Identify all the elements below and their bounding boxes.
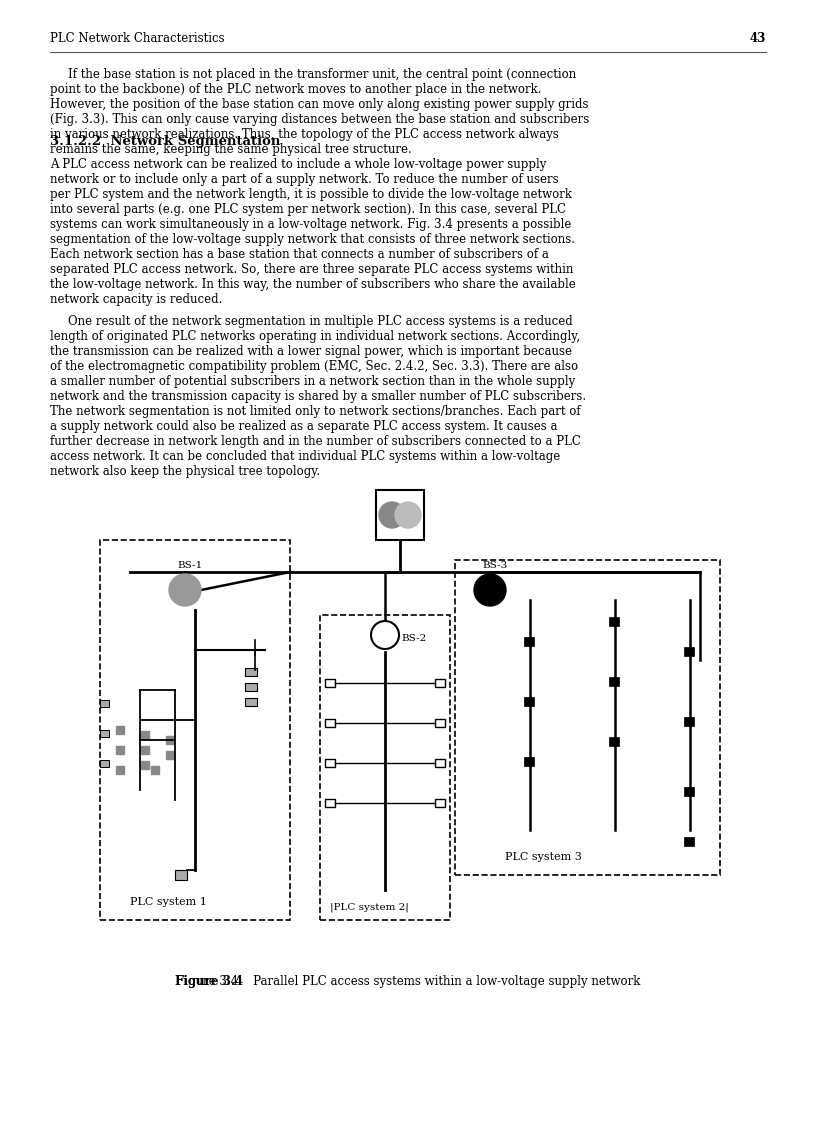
Bar [166, 736, 174, 745]
Bar [100, 700, 109, 707]
Text: of the electromagnetic compatibility problem (EMC, Sec. 2.4.2, Sec. 3.3). There : of the electromagnetic compatibility pro… [50, 360, 578, 373]
Text: One result of the network segmentation in multiple PLC access systems is a reduc: One result of the network segmentation i… [68, 314, 573, 328]
Text: Each network section has a base station that connects a number of subscribers of: Each network section has a base station … [50, 248, 549, 261]
Bar [116, 766, 124, 774]
Text: PLC Network Characteristics: PLC Network Characteristics [50, 31, 224, 45]
Text: a smaller number of potential subscribers in a network section than in the whole: a smaller number of potential subscriber… [50, 375, 575, 389]
Text: into several parts (e.g. one PLC system per network section). In this case, seve: into several parts (e.g. one PLC system … [50, 203, 566, 216]
Text: point to the backbone) of the PLC network moves to another place in the network.: point to the backbone) of the PLC networ… [50, 83, 542, 95]
Bar [435, 798, 445, 807]
Text: BS-2: BS-2 [401, 634, 426, 643]
Bar [609, 617, 619, 626]
Bar [245, 699, 257, 706]
Bar [325, 679, 335, 687]
Circle shape [379, 502, 405, 528]
Text: the low-voltage network. In this way, the number of subscribers who share the av: the low-voltage network. In this way, th… [50, 279, 576, 291]
Text: PLC system 3: PLC system 3 [505, 852, 582, 862]
Bar [175, 870, 187, 880]
Circle shape [474, 574, 506, 606]
Bar [435, 719, 445, 727]
Text: 3.1.2.2  Network Segmentation: 3.1.2.2 Network Segmentation [50, 135, 281, 148]
Text: network also keep the physical tree topology.: network also keep the physical tree topo… [50, 465, 320, 478]
Text: |PLC system 2|: |PLC system 2| [330, 903, 409, 913]
Bar [245, 668, 257, 676]
Text: PLC system 1: PLC system 1 [130, 897, 207, 907]
Text: per PLC system and the network length, it is possible to divide the low-voltage : per PLC system and the network length, i… [50, 188, 572, 201]
Bar [166, 751, 174, 759]
Bar [684, 837, 694, 846]
Text: network capacity is reduced.: network capacity is reduced. [50, 293, 223, 305]
Text: However, the position of the base station can move only along existing power sup: However, the position of the base statio… [50, 98, 588, 111]
Bar [684, 647, 694, 656]
Bar [141, 746, 149, 754]
Text: further decrease in network length and in the number of subscribers connected to: further decrease in network length and i… [50, 435, 581, 448]
Text: network or to include only a part of a supply network. To reduce the number of u: network or to include only a part of a s… [50, 173, 559, 186]
Bar [151, 766, 159, 774]
Bar [435, 679, 445, 687]
Bar [116, 725, 124, 734]
Bar [116, 746, 124, 754]
Circle shape [395, 502, 421, 528]
Text: Figure 3.4    Parallel PLC access systems within a low-voltage supply network: Figure 3.4 Parallel PLC access systems w… [175, 975, 641, 988]
Bar [325, 759, 335, 767]
Bar [435, 759, 445, 767]
Bar [609, 677, 619, 686]
Text: BS-3: BS-3 [482, 562, 508, 570]
Text: systems can work simultaneously in a low-voltage network. Fig. 3.4 presents a po: systems can work simultaneously in a low… [50, 218, 571, 231]
Bar [609, 737, 619, 746]
Bar [325, 798, 335, 807]
Text: (Fig. 3.3). This can only cause varying distances between the base station and s: (Fig. 3.3). This can only cause varying … [50, 113, 589, 126]
Text: length of originated PLC networks operating in individual network sections. Acco: length of originated PLC networks operat… [50, 330, 580, 343]
Text: separated PLC access network. So, there are three separate PLC access systems wi: separated PLC access network. So, there … [50, 263, 574, 276]
Text: 43: 43 [750, 31, 766, 45]
Text: access network. It can be concluded that individual PLC systems within a low-vol: access network. It can be concluded that… [50, 450, 561, 463]
Text: a supply network could also be realized as a separate PLC access system. It caus: a supply network could also be realized … [50, 420, 557, 433]
Circle shape [371, 621, 399, 649]
Bar [245, 683, 257, 691]
Bar [100, 730, 109, 737]
Text: If the base station is not placed in the transformer unit, the central point (co: If the base station is not placed in the… [68, 69, 576, 81]
Text: remains the same, keeping the same physical tree structure.: remains the same, keeping the same physi… [50, 143, 412, 156]
Bar [684, 787, 694, 796]
Bar [524, 637, 534, 646]
Text: A PLC access network can be realized to include a whole low-voltage power supply: A PLC access network can be realized to … [50, 158, 547, 171]
Text: The network segmentation is not limited only to network sections/branches. Each : The network segmentation is not limited … [50, 405, 581, 418]
Bar [100, 760, 109, 767]
Text: segmentation of the low-voltage supply network that consists of three network se: segmentation of the low-voltage supply n… [50, 232, 575, 246]
Text: Figure 3.4: Figure 3.4 [175, 975, 243, 988]
Text: in various network realizations. Thus, the topology of the PLC access network al: in various network realizations. Thus, t… [50, 128, 559, 141]
Text: network and the transmission capacity is shared by a smaller number of PLC subsc: network and the transmission capacity is… [50, 390, 586, 403]
Bar [141, 761, 149, 769]
Bar [325, 719, 335, 727]
Bar [684, 716, 694, 725]
Text: the transmission can be realized with a lower signal power, which is important b: the transmission can be realized with a … [50, 345, 572, 358]
Bar [524, 757, 534, 766]
Bar [141, 731, 149, 739]
Circle shape [169, 574, 201, 606]
Bar [376, 490, 424, 540]
Text: BS-1: BS-1 [177, 562, 202, 570]
Bar [524, 697, 534, 706]
